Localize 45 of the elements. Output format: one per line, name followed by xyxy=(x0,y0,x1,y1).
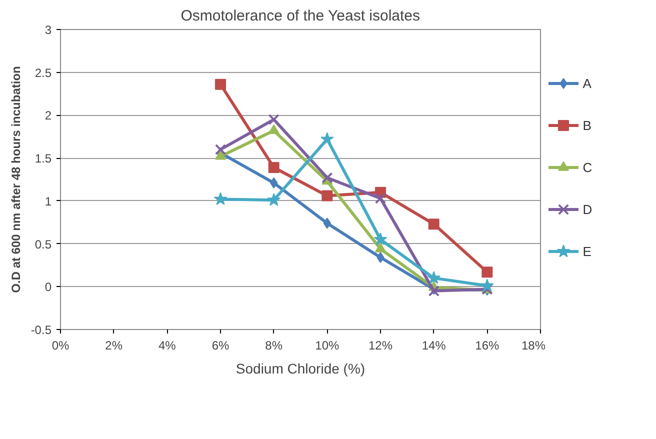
y-tick-label: -0.5 xyxy=(30,323,52,337)
point xyxy=(267,193,281,206)
point xyxy=(214,144,226,156)
x-tick-label: 0% xyxy=(52,338,70,352)
y-axis-title: O.D at 600 nm after 48 hours incubation xyxy=(8,66,23,293)
chart-title: Osmotolerance of the Yeast isolates xyxy=(180,8,420,24)
x-tick-label: 12% xyxy=(368,338,393,352)
legend-label: D xyxy=(582,202,592,217)
point xyxy=(268,114,280,126)
x-axis-title: Sodium Chloride (%) xyxy=(236,360,366,376)
point xyxy=(428,218,440,230)
point xyxy=(268,124,280,134)
y-tick-label: 1.5 xyxy=(34,152,52,166)
y-tick-label: 2.5 xyxy=(34,66,52,80)
y-tick-label: 0 xyxy=(44,280,52,294)
x-tick-label: 4% xyxy=(158,338,176,352)
y-tick-label: 3 xyxy=(44,23,52,37)
x-tick-label: 18% xyxy=(521,338,546,352)
point xyxy=(215,150,226,160)
legend-label: A xyxy=(582,76,592,91)
legend-label: B xyxy=(582,118,592,133)
y-tick-label: 2 xyxy=(44,108,52,123)
point xyxy=(374,192,386,204)
point xyxy=(376,252,384,263)
x-tick-label: 8% xyxy=(265,338,283,352)
point xyxy=(427,271,441,284)
point xyxy=(480,278,494,292)
point xyxy=(215,78,226,90)
legend-label: C xyxy=(582,160,592,175)
y-tick-label: 0.5 xyxy=(34,237,52,252)
point xyxy=(268,162,280,173)
x-tick-label: 2% xyxy=(105,338,123,352)
point xyxy=(374,232,388,246)
x-tick-label: 10% xyxy=(315,338,340,352)
point xyxy=(214,192,228,205)
x-tick-label: 16% xyxy=(475,338,500,352)
point xyxy=(482,266,493,278)
point xyxy=(320,132,334,145)
x-tick-label: 6% xyxy=(212,338,230,352)
x-tick-label: 14% xyxy=(422,338,446,352)
point xyxy=(375,242,386,252)
point xyxy=(322,172,333,184)
legend-label: E xyxy=(582,244,592,259)
point xyxy=(322,190,333,202)
y-tick-label: 1 xyxy=(44,194,52,208)
